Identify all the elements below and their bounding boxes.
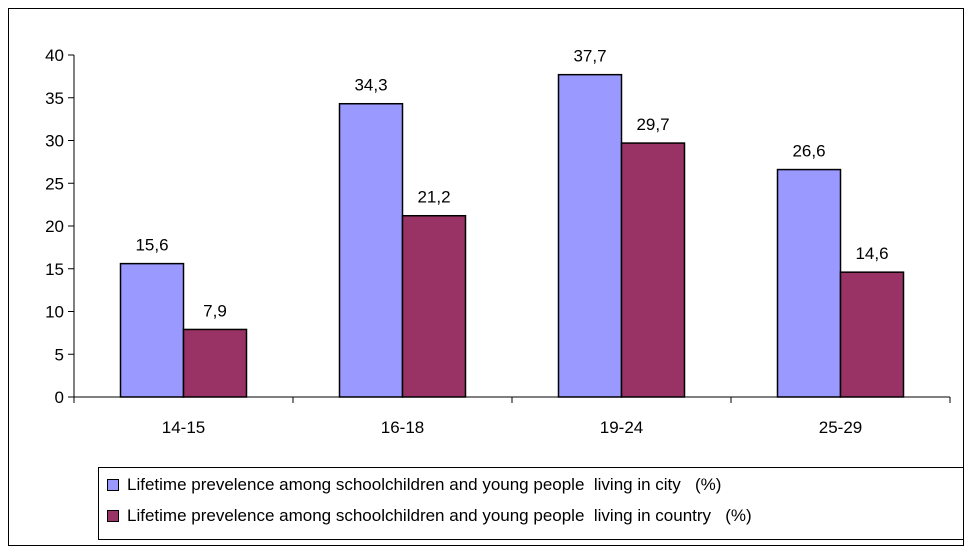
bar-country xyxy=(401,214,467,398)
legend: Lifetime prevelence among schoolchildren… xyxy=(98,467,964,540)
x-tick-label: 14-15 xyxy=(162,418,205,437)
data-label: 7,9 xyxy=(203,301,227,320)
y-tick-label: 5 xyxy=(55,345,64,364)
data-label: 15,6 xyxy=(135,236,168,255)
data-label: 21,2 xyxy=(417,188,450,207)
data-label: 34,3 xyxy=(354,76,387,95)
bar-country xyxy=(182,328,248,398)
legend-item-country: Lifetime prevelence among schoolchildren… xyxy=(107,505,752,527)
bar-city xyxy=(338,102,404,398)
y-tick-label: 20 xyxy=(45,217,64,236)
legend-label-country: Lifetime prevelence among schoolchildren… xyxy=(127,506,752,525)
bars-group xyxy=(119,73,905,398)
y-tick-label: 35 xyxy=(45,89,64,108)
data-label: 29,7 xyxy=(636,115,669,134)
data-label: 14,6 xyxy=(855,244,888,263)
y-tick-label: 25 xyxy=(45,174,64,193)
legend-swatch-country xyxy=(107,510,119,522)
y-tick-label: 40 xyxy=(45,46,64,65)
chart-frame: 0 5 10 15 20 25 30 35 40 14-15 16-18 19-24 25-29 15… xyxy=(8,8,964,546)
bar-country xyxy=(620,142,686,398)
bar-city xyxy=(119,262,185,398)
x-axis: 14-15 16-18 19-24 25-29 xyxy=(73,396,951,437)
y-axis: 0 5 10 15 20 25 30 35 40 xyxy=(45,46,75,407)
x-tick-label: 16-18 xyxy=(381,418,424,437)
x-tick-label: 19-24 xyxy=(600,418,643,437)
y-tick-label: 30 xyxy=(45,132,64,151)
legend-swatch-city xyxy=(107,479,119,491)
data-labels-group: 15,6 7,9 34,3 21,2 37,7 29,7 26,6 14,6 xyxy=(135,47,888,321)
bar-chart: 0 5 10 15 20 25 30 35 40 14-15 16-18 19-24 25-29 15… xyxy=(45,46,951,437)
bar-country xyxy=(839,271,905,398)
legend-label-city: Lifetime prevelence among schoolchildren… xyxy=(127,475,722,494)
bar-city xyxy=(776,168,842,398)
bar-city xyxy=(557,73,623,398)
y-tick-label: 10 xyxy=(45,303,64,322)
legend-item-city: Lifetime prevelence among schoolchildren… xyxy=(107,474,721,496)
y-tick-label: 0 xyxy=(55,388,64,407)
x-tick-label: 25-29 xyxy=(819,418,862,437)
y-tick-label: 15 xyxy=(45,260,64,279)
data-label: 37,7 xyxy=(573,47,606,66)
data-label: 26,6 xyxy=(792,142,825,161)
